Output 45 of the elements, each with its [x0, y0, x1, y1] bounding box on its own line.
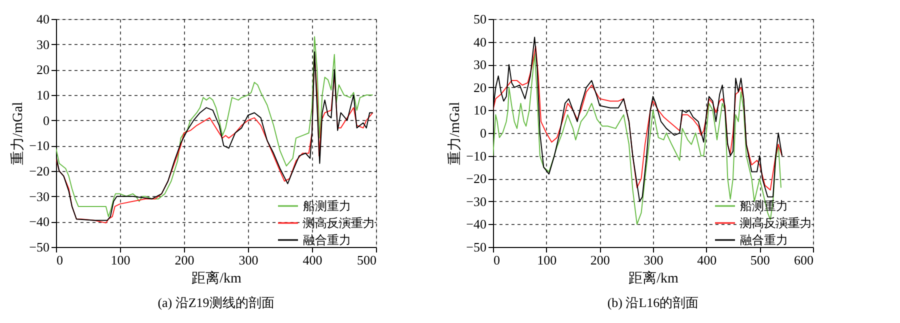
y-tick-label: 10: [36, 88, 50, 102]
y-tick-label: 30: [36, 36, 50, 52]
x-tick-label: 0: [494, 252, 500, 268]
y-tick-label: −20: [29, 164, 50, 178]
y-tick-label: 30: [474, 57, 486, 72]
text: (a) 沿Z19测线的剖面: [158, 295, 274, 310]
y-tick-label: −40: [29, 214, 50, 230]
y-tick-label: −20: [466, 171, 486, 186]
y-tick-label: −10: [466, 148, 486, 164]
y-tick-label: 20: [36, 62, 50, 78]
legend-label: 融合重力: [740, 233, 788, 247]
text: (b) 沿L16的剖面: [607, 295, 699, 310]
y-tick-label: 0: [480, 126, 486, 140]
x-tick-label: 200: [590, 252, 610, 268]
y-tick-label: 0: [43, 112, 50, 128]
y-tick-label: −50: [29, 240, 50, 254]
y-tick-label: −30: [29, 188, 50, 204]
y-tick-label: 20: [474, 80, 486, 95]
y-tick-label: 40: [36, 12, 50, 26]
legend-label: 融合重力: [303, 233, 351, 247]
y-axis-title: 重力/mGal: [10, 102, 26, 165]
x-tick-label: 300: [644, 252, 664, 268]
x-tick-label: 100: [537, 252, 557, 268]
x-axis-title: 距离/km: [628, 270, 678, 286]
y-tick-label: 40: [474, 34, 486, 50]
y-axis-title: 重力/mGal: [447, 102, 464, 165]
x-tick-label: 600: [794, 252, 814, 268]
x-tick-label: 500: [357, 252, 376, 268]
legend-label: 测高反演重力: [303, 216, 375, 230]
y-tick-label: −50: [466, 240, 486, 254]
y-tick-label: −30: [466, 194, 486, 209]
x-tick-label: 400: [302, 252, 322, 268]
x-tick-label: 500: [750, 252, 770, 268]
legend-label: 船测重力: [303, 199, 351, 213]
y-tick-label: −40: [466, 216, 486, 232]
x-tick-label: 400: [697, 252, 717, 268]
y-tick-label: −10: [29, 138, 50, 154]
legend-label: 测高反演重力: [740, 216, 812, 230]
y-tick-label: 50: [474, 12, 486, 26]
x-tick-label: 100: [110, 252, 130, 268]
x-tick-label: 300: [238, 252, 258, 268]
y-tick-label: 10: [474, 102, 486, 118]
x-tick-label: 0: [56, 252, 63, 268]
x-axis-title: 距离/km: [192, 270, 242, 286]
x-tick-label: 200: [174, 252, 194, 268]
